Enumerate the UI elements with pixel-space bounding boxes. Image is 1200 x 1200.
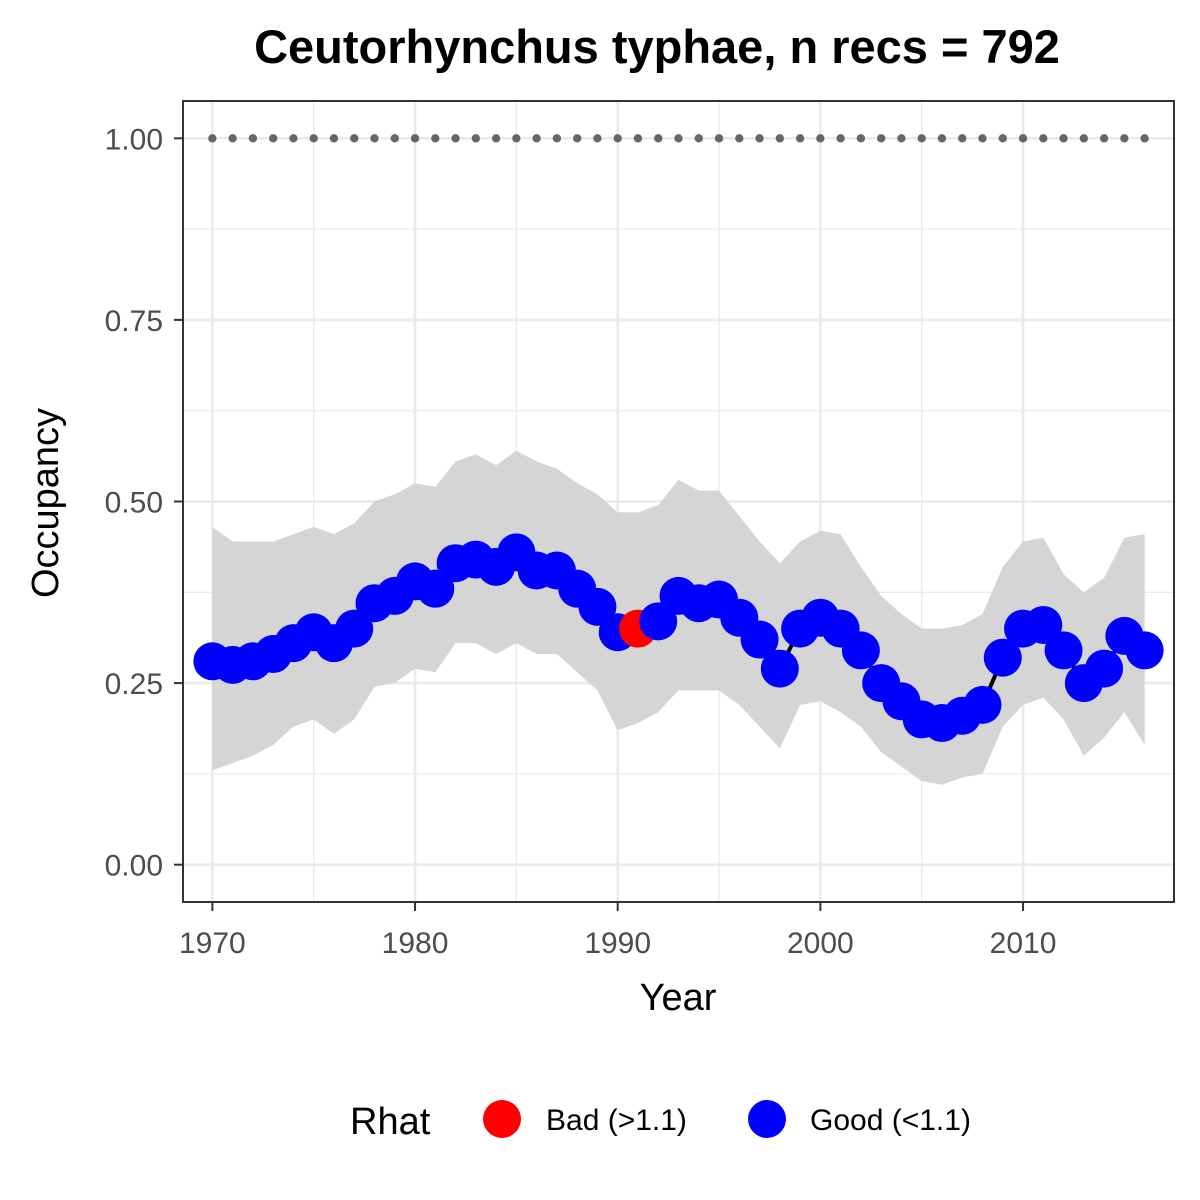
reference-dot [1018,134,1028,143]
reference-dot [471,134,481,143]
y-tick-label: 0.25 [105,668,163,701]
reference-dot [532,134,541,143]
reference-dot [572,134,582,143]
data-point [1125,631,1164,670]
y-tick-label: 0.50 [105,487,163,520]
x-tick-label: 2010 [990,927,1057,960]
x-tick-label: 1970 [179,927,246,960]
reference-dot [410,134,420,143]
reference-dot [1120,134,1129,143]
chart-title: Ceutorhynchus typhae, n recs = 792 [254,20,1060,73]
reference-dot [309,134,318,143]
reference-dot [228,134,237,143]
reference-dot [208,134,217,143]
reference-dot [755,134,764,143]
reference-dot [856,134,866,143]
reference-dot [613,134,622,143]
reference-dot [816,134,825,143]
reference-dot [978,134,987,143]
reference-dot [633,134,643,143]
legend-title: Rhat [350,1101,431,1143]
legend-label-good: Good (<1.1) [810,1104,971,1137]
y-axis-title: Occupancy [25,408,67,598]
reference-dot [512,134,521,143]
reference-dot [795,134,805,143]
reference-dot [491,134,501,143]
data-point [983,638,1022,677]
y-tick-label: 0.00 [105,850,163,883]
legend-label-bad: Bad (>1.1) [546,1104,687,1137]
x-tick-label: 2000 [787,927,854,960]
reference-dot [1059,134,1068,143]
reference-dot [897,134,906,143]
reference-dot [431,134,440,143]
reference-dot [694,134,703,143]
reference-dot [958,134,967,143]
reference-dot [593,134,602,143]
x-tick-label: 1980 [382,927,449,960]
reference-dot [370,134,379,143]
x-tick-label: 1990 [584,927,651,960]
reference-dot [1039,134,1048,143]
data-point [841,631,880,670]
reference-dot [836,134,845,143]
data-point [963,685,1002,724]
reference-dot [654,134,663,143]
data-point [760,649,799,688]
legend-swatch-bad [483,1100,521,1138]
reference-dot [451,134,460,143]
reference-dot [390,134,399,143]
reference-dot [775,134,785,143]
reference-dot [289,134,298,143]
data-point [578,587,617,626]
y-tick-label: 1.00 [105,123,163,156]
reference-dot [937,134,947,143]
reference-dot [329,134,339,143]
reference-dot [552,134,562,143]
reference-dot [735,134,744,143]
data-point [1044,631,1083,670]
reference-dot [998,134,1007,143]
data-point [639,602,678,641]
reference-line-layer [208,134,1149,143]
data-points [193,533,1164,743]
reference-dot [674,134,683,143]
data-point [1085,649,1124,688]
x-axis-title: Year [640,977,717,1019]
y-axis: 0.00 0.25 0.50 0.75 1.00 [105,123,183,883]
legend: Rhat Bad (>1.1) Good (<1.1) [350,1100,971,1143]
reference-dot [1140,134,1149,143]
reference-dot [268,134,278,143]
reference-dot [1099,134,1109,143]
reference-dot [248,134,258,143]
reference-dot [876,134,886,143]
y-tick-label: 0.75 [105,305,163,338]
reference-dot [1079,134,1089,143]
reference-dot [350,134,359,143]
data-point [1024,605,1063,644]
x-axis: 1970 1980 1990 2000 2010 [179,902,1056,960]
legend-swatch-good [748,1100,786,1138]
reference-dot [714,134,724,143]
reference-dot [917,134,926,143]
data-point [335,609,374,648]
data-point [740,620,779,659]
data-point [416,569,455,608]
